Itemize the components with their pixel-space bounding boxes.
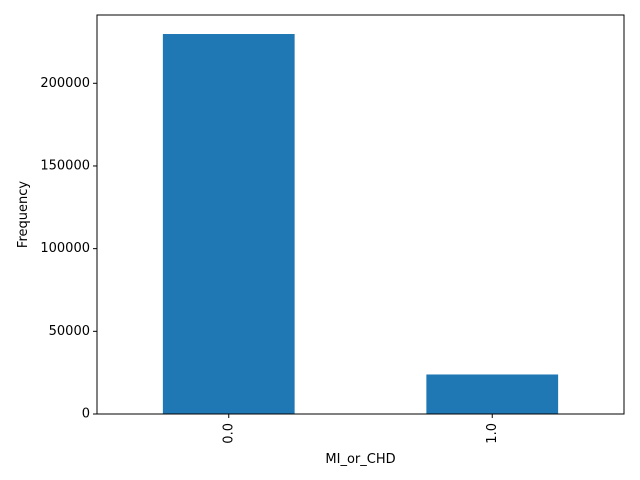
y-tick-label: 150000 bbox=[40, 158, 90, 173]
x-axis-label: MI_or_CHD bbox=[325, 452, 395, 467]
y-tick-label: 100000 bbox=[40, 241, 90, 256]
y-tick-label: 0 bbox=[82, 407, 90, 422]
x-axis-ticks: 0.0 1.0 bbox=[221, 414, 500, 444]
plot-frame bbox=[96, 14, 625, 415]
x-tick-label: 0.0 bbox=[221, 423, 236, 444]
bar-1.0 bbox=[426, 374, 559, 414]
y-tick-label: 50000 bbox=[49, 324, 90, 339]
bar-0.0 bbox=[162, 34, 295, 414]
y-tick-label: 200000 bbox=[40, 76, 90, 91]
y-axis-label: Frequency bbox=[16, 181, 31, 248]
x-tick-label: 1.0 bbox=[485, 423, 500, 444]
bars-group bbox=[162, 34, 559, 414]
y-axis-ticks: 0 50000 100000 150000 200000 bbox=[40, 76, 97, 422]
